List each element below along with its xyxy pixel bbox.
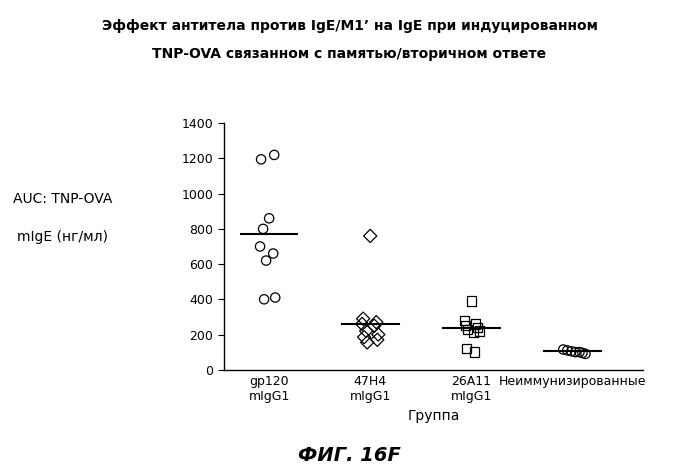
Point (461, 326, 473, 333)
Point (580, 350, 591, 358)
Point (474, 327, 485, 335)
Point (466, 297, 477, 305)
Text: ФИГ. 16F: ФИГ. 16F (298, 446, 401, 465)
Point (268, 250, 279, 257)
Point (472, 324, 483, 331)
Point (361, 338, 373, 346)
Point (264, 215, 275, 222)
Point (469, 348, 480, 356)
Point (370, 319, 382, 326)
Point (459, 317, 470, 324)
X-axis label: Группа: Группа (408, 409, 459, 423)
Point (570, 348, 581, 356)
Point (254, 243, 266, 250)
Point (255, 155, 266, 163)
Point (562, 346, 573, 354)
Point (365, 232, 376, 240)
Point (565, 347, 577, 355)
Point (358, 315, 369, 322)
Point (372, 336, 383, 344)
Point (558, 346, 569, 353)
Point (470, 320, 481, 328)
Point (261, 257, 272, 264)
Point (368, 322, 380, 329)
Point (574, 348, 585, 356)
Text: Эффект антитела против IgE/M1’ на IgE при индуцированном: Эффект антитела против IgE/M1’ на IgE пр… (101, 19, 598, 33)
Point (257, 225, 268, 233)
Text: TNP-OVA связанном с памятью/вторичном ответе: TNP-OVA связанном с памятью/вторичном от… (152, 47, 547, 62)
Text: AUC: TNP-OVA: AUC: TNP-OVA (13, 192, 113, 206)
Point (268, 151, 280, 159)
Point (468, 329, 479, 337)
Point (356, 320, 368, 328)
Point (373, 331, 384, 338)
Point (461, 345, 472, 352)
Point (359, 333, 370, 341)
Point (259, 295, 270, 303)
Point (460, 322, 471, 329)
Point (270, 294, 281, 301)
Point (577, 349, 588, 357)
Text: mIgE (нг/мл): mIgE (нг/мл) (17, 230, 108, 244)
Point (361, 327, 372, 335)
